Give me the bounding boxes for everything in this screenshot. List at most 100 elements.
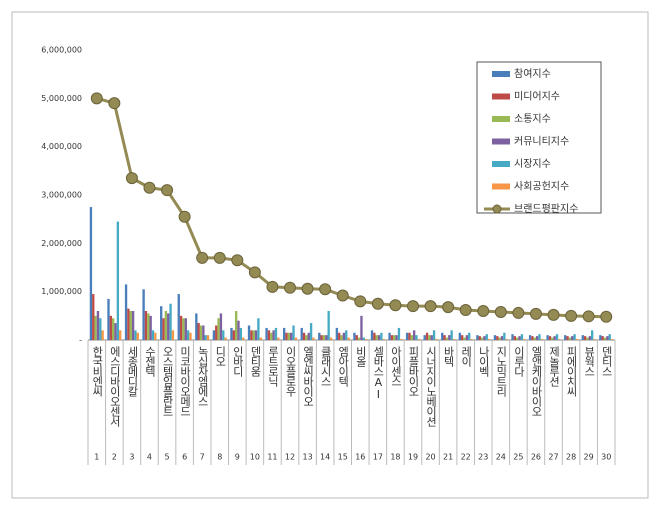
rank-label: 12: [285, 453, 295, 462]
line-marker: [143, 181, 156, 194]
legend-swatch: [492, 138, 510, 145]
bar: [608, 334, 611, 340]
bar: [558, 339, 561, 340]
bar: [239, 327, 243, 340]
bar: [197, 323, 200, 340]
bar: [538, 334, 541, 340]
bar: [583, 336, 587, 340]
category-label: 이오플로우: [284, 346, 297, 397]
category-label: 클래시스: [319, 346, 332, 386]
line-marker: [336, 289, 349, 302]
bar: [535, 336, 539, 340]
rank-label: 3: [129, 453, 134, 462]
rank-label: 16: [355, 453, 365, 462]
category-label: 수젠텍: [143, 346, 156, 377]
bar: [109, 315, 113, 340]
category-label: 제놀루션: [548, 346, 561, 387]
bar: [603, 337, 607, 340]
category-label: 엘앤케이바이오: [530, 346, 543, 416]
bar: [468, 332, 471, 340]
bar: [500, 336, 504, 340]
bar: [222, 330, 225, 340]
bar: [171, 330, 175, 340]
category-label: 피에이치씨: [565, 346, 578, 397]
bar: [487, 339, 491, 340]
bar: [116, 221, 120, 340]
bar: [99, 318, 102, 340]
category-label: 루트로닉: [266, 346, 279, 388]
bar: [601, 336, 604, 340]
rank-label: 29: [584, 453, 594, 462]
bar: [94, 315, 97, 340]
bar: [412, 330, 416, 340]
bar: [568, 337, 572, 340]
line-marker: [547, 308, 560, 321]
bar: [355, 335, 358, 340]
bar: [533, 337, 536, 340]
legend-label: 미디어지수: [514, 91, 560, 103]
category-label: 셀바스AI: [372, 346, 385, 400]
bar: [164, 311, 168, 340]
bar: [441, 332, 444, 340]
bar: [215, 325, 218, 340]
bar: [147, 313, 150, 340]
line-marker: [213, 251, 226, 264]
y-tick-label: 5,000,000: [41, 94, 82, 103]
category-label: 피플바이오: [407, 346, 420, 396]
bar: [237, 320, 240, 340]
line-marker: [354, 295, 367, 308]
bar: [428, 335, 431, 340]
bar: [149, 315, 152, 340]
category-label: 바텍: [442, 346, 455, 367]
bar: [160, 306, 163, 340]
rank-label: 21: [443, 453, 453, 462]
bar: [345, 330, 348, 340]
legend-swatch: [492, 161, 510, 167]
bar: [136, 332, 139, 340]
bar: [224, 337, 227, 340]
line-marker: [196, 251, 209, 264]
bar: [257, 318, 260, 340]
line-marker: [248, 266, 261, 279]
category-label: 덴티스: [600, 346, 613, 376]
bar: [470, 339, 473, 340]
legend-swatch: [492, 93, 510, 100]
legend-marker: [492, 204, 502, 214]
bar: [217, 318, 220, 340]
bar: [290, 332, 293, 340]
rank-label: 17: [373, 453, 383, 462]
bar: [593, 339, 596, 340]
rank-label: 24: [496, 453, 506, 462]
line-marker: [266, 280, 279, 293]
y-tick-label: 6,000,000: [41, 46, 82, 55]
rank-label: 15: [338, 453, 348, 462]
bar: [465, 335, 469, 340]
rank-label: 7: [200, 453, 205, 462]
bar: [566, 336, 569, 340]
category-label: 시너지이노베이션: [425, 346, 438, 427]
bar: [247, 325, 251, 340]
bar: [242, 337, 245, 340]
legend-label: 소통지수: [514, 113, 551, 125]
category-label: 오스템임플란트: [161, 346, 174, 416]
bar: [553, 336, 556, 340]
rank-label: 30: [601, 453, 611, 462]
bar: [417, 339, 421, 340]
rank-label: 25: [513, 453, 523, 462]
legend-label: 커뮤니티지수: [514, 136, 569, 148]
category-label: 에스디바이오센서: [108, 346, 121, 428]
bar: [212, 330, 216, 340]
bar: [254, 330, 258, 340]
bar: [154, 332, 157, 340]
bar: [478, 336, 481, 340]
line-marker: [494, 305, 507, 318]
bar: [322, 335, 326, 340]
bar: [182, 318, 185, 340]
bar: [448, 335, 451, 340]
bar: [581, 335, 584, 340]
bar: [575, 339, 579, 340]
bar: [395, 335, 398, 340]
y-tick-label: 1,000,000: [41, 287, 82, 296]
bar: [292, 325, 295, 340]
